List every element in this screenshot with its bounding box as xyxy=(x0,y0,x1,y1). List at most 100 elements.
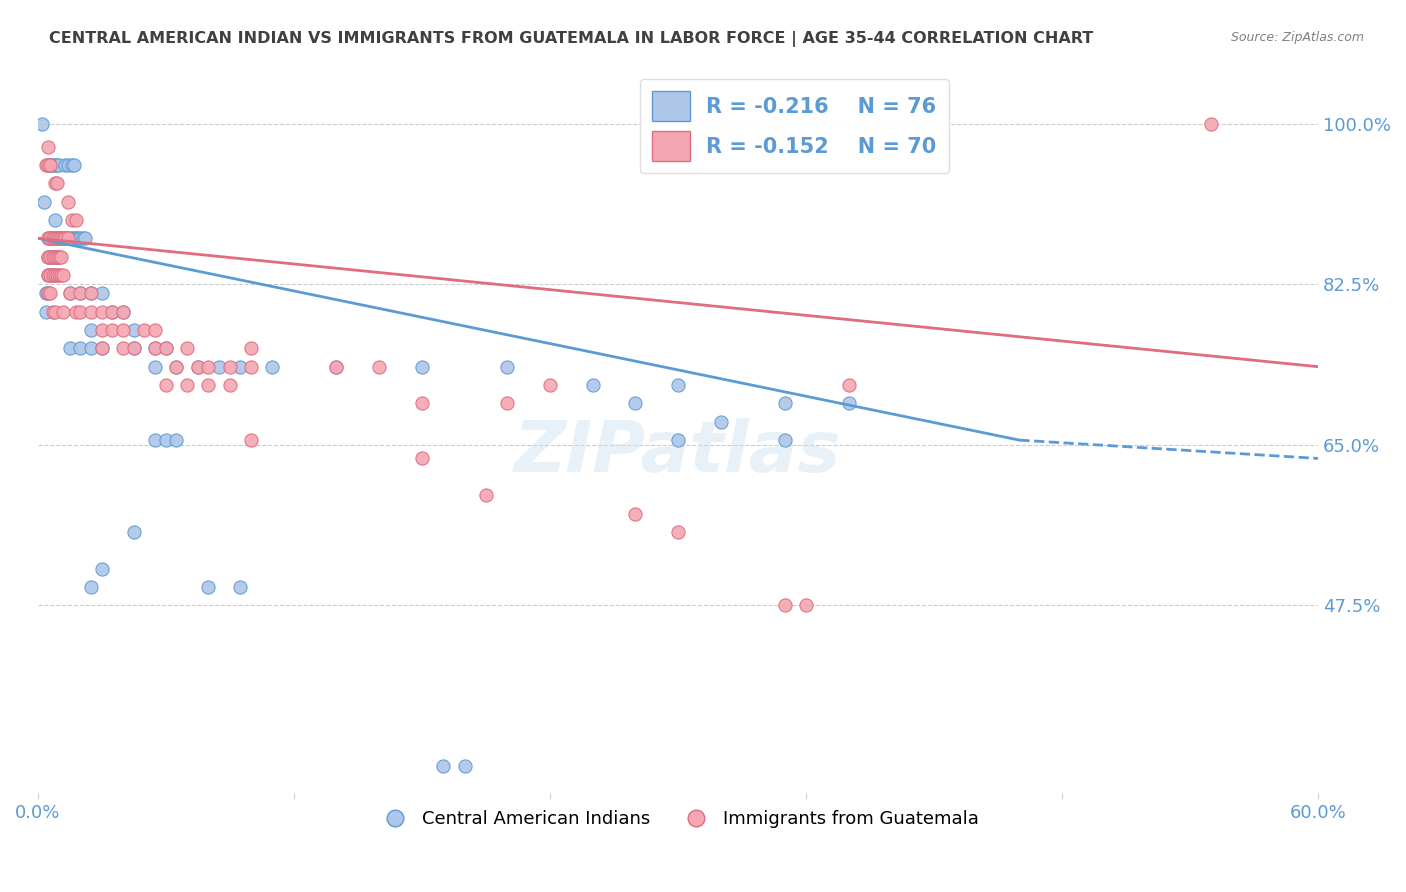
Point xyxy=(155,342,177,356)
Point xyxy=(45,268,67,282)
Point xyxy=(56,158,79,172)
Point xyxy=(41,250,63,264)
Point xyxy=(794,599,817,613)
Point xyxy=(65,231,87,245)
Point xyxy=(112,304,135,318)
Point xyxy=(65,213,87,227)
Point xyxy=(240,342,263,356)
Point xyxy=(44,250,66,264)
Point xyxy=(45,176,67,190)
Point xyxy=(165,359,187,374)
Point xyxy=(773,396,796,410)
Point xyxy=(155,433,177,447)
Point xyxy=(45,231,67,245)
Point xyxy=(45,158,67,172)
Point xyxy=(176,378,198,392)
Point xyxy=(37,231,59,245)
Point xyxy=(187,359,209,374)
Point xyxy=(52,231,75,245)
Point xyxy=(39,250,62,264)
Text: Source: ZipAtlas.com: Source: ZipAtlas.com xyxy=(1230,31,1364,45)
Point xyxy=(368,359,391,374)
Point xyxy=(80,304,103,318)
Point xyxy=(41,231,63,245)
Point xyxy=(496,396,519,410)
Point xyxy=(51,231,73,245)
Point xyxy=(35,304,58,318)
Point xyxy=(44,231,66,245)
Point xyxy=(666,378,689,392)
Point xyxy=(80,286,103,301)
Point xyxy=(55,231,77,245)
Point xyxy=(60,158,83,172)
Point xyxy=(143,342,166,356)
Point xyxy=(475,488,498,502)
Point xyxy=(37,158,59,172)
Point xyxy=(55,158,77,172)
Point xyxy=(37,231,59,245)
Point xyxy=(838,378,860,392)
Point xyxy=(37,286,59,301)
Point xyxy=(155,378,177,392)
Point xyxy=(44,304,66,318)
Point xyxy=(72,231,94,245)
Point xyxy=(624,507,647,521)
Point xyxy=(101,304,124,318)
Point xyxy=(41,250,63,264)
Point xyxy=(208,359,231,374)
Point xyxy=(41,158,63,172)
Point xyxy=(73,231,96,245)
Point xyxy=(44,250,66,264)
Point xyxy=(69,231,91,245)
Point xyxy=(48,268,70,282)
Point xyxy=(60,213,83,227)
Point xyxy=(41,304,63,318)
Point xyxy=(143,342,166,356)
Point xyxy=(59,286,82,301)
Point xyxy=(666,524,689,539)
Point xyxy=(143,359,166,374)
Point xyxy=(773,433,796,447)
Point xyxy=(666,433,689,447)
Point xyxy=(218,359,240,374)
Point xyxy=(624,396,647,410)
Point xyxy=(165,433,187,447)
Point xyxy=(69,286,91,301)
Point xyxy=(80,342,103,356)
Point xyxy=(90,323,112,337)
Point xyxy=(37,286,59,301)
Point xyxy=(187,359,209,374)
Point xyxy=(101,304,124,318)
Point xyxy=(229,359,252,374)
Point xyxy=(496,359,519,374)
Point xyxy=(411,396,433,410)
Point xyxy=(240,359,263,374)
Point xyxy=(59,342,82,356)
Point xyxy=(63,158,86,172)
Point xyxy=(69,304,91,318)
Point xyxy=(44,176,66,190)
Point xyxy=(262,359,284,374)
Point xyxy=(37,139,59,153)
Point xyxy=(122,524,145,539)
Legend: Central American Indians, Immigrants from Guatemala: Central American Indians, Immigrants fro… xyxy=(370,803,986,835)
Point xyxy=(218,378,240,392)
Point xyxy=(432,759,454,773)
Point xyxy=(44,268,66,282)
Point xyxy=(101,323,124,337)
Point xyxy=(31,117,53,131)
Point xyxy=(59,286,82,301)
Point xyxy=(37,250,59,264)
Text: ZIPatlas: ZIPatlas xyxy=(515,418,842,487)
Point xyxy=(44,231,66,245)
Point xyxy=(41,231,63,245)
Point xyxy=(51,231,73,245)
Point xyxy=(1201,117,1223,131)
Point xyxy=(48,231,70,245)
Point xyxy=(581,378,603,392)
Point xyxy=(134,323,156,337)
Point xyxy=(90,286,112,301)
Point xyxy=(240,433,263,447)
Point xyxy=(411,451,433,466)
Point xyxy=(197,580,219,594)
